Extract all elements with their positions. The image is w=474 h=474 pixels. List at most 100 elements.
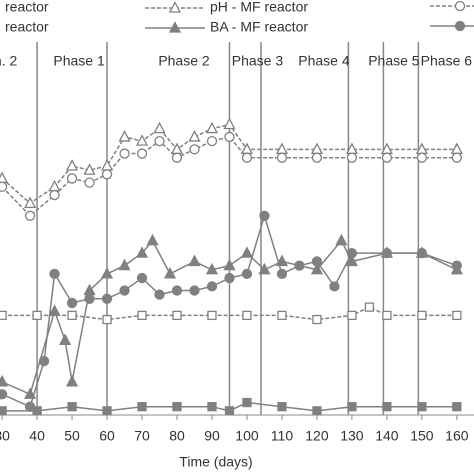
point — [450, 142, 463, 155]
x-tick-label: 70 — [134, 428, 150, 444]
x-tick-label: 110 — [271, 428, 294, 444]
point — [172, 402, 182, 412]
point — [135, 246, 149, 258]
point — [102, 314, 112, 325]
point — [241, 152, 253, 163]
point — [171, 285, 183, 296]
point — [223, 258, 236, 271]
legend-label: reactor — [5, 19, 49, 35]
point — [66, 173, 78, 184]
point — [276, 268, 288, 280]
legend-marker — [168, 21, 182, 33]
phase-label: Phase 5 — [368, 53, 420, 69]
point — [347, 402, 357, 412]
point — [189, 144, 200, 155]
point — [382, 402, 392, 412]
point — [100, 267, 114, 279]
series — [0, 302, 462, 325]
point — [118, 258, 131, 271]
point — [0, 389, 8, 400]
point — [24, 196, 37, 208]
point — [223, 117, 236, 130]
point — [381, 247, 393, 259]
point — [137, 310, 147, 321]
legend-bg — [0, 0, 70, 17]
point — [205, 262, 219, 275]
point — [172, 310, 182, 321]
series — [0, 397, 462, 416]
legend-marker — [454, 20, 466, 32]
point — [100, 159, 114, 171]
point — [258, 262, 271, 275]
point — [347, 310, 357, 321]
point — [67, 310, 77, 321]
point — [242, 397, 252, 408]
point — [312, 406, 322, 416]
point — [49, 268, 60, 280]
point — [24, 387, 37, 399]
point — [205, 121, 219, 134]
legend-label: reactor — [5, 0, 49, 15]
phase-label: Phase 6 — [421, 53, 473, 69]
x-tick-label: 90 — [204, 428, 220, 444]
point — [163, 267, 177, 279]
point — [311, 152, 323, 163]
point — [84, 177, 95, 188]
x-tick-label: 50 — [64, 428, 80, 444]
x-axis-label: Time (days) — [179, 454, 252, 470]
point — [312, 314, 322, 325]
point — [66, 297, 78, 309]
point — [294, 260, 305, 271]
point — [65, 159, 79, 171]
series-line — [2, 306, 457, 321]
point — [137, 402, 147, 412]
point — [335, 233, 348, 246]
point — [58, 333, 72, 345]
phase-label: Phase 3 — [232, 53, 284, 69]
point — [118, 130, 131, 142]
point — [382, 310, 392, 321]
point — [171, 152, 183, 163]
point — [206, 281, 218, 292]
legend-label: BA - MF reactor — [210, 19, 308, 35]
x-tick-label: 80 — [169, 428, 185, 444]
point — [38, 355, 50, 367]
point — [329, 281, 340, 292]
point — [451, 260, 463, 271]
series — [0, 233, 463, 399]
point — [277, 402, 287, 412]
point — [0, 310, 7, 321]
point — [259, 210, 270, 221]
x-tick-label: 60 — [99, 428, 115, 444]
point — [135, 134, 149, 146]
x-tick-label: 30 — [0, 428, 10, 444]
point — [346, 247, 358, 259]
x-tick-label: 130 — [340, 428, 364, 444]
point — [154, 135, 165, 147]
x-tick-label: 140 — [375, 428, 399, 444]
point — [153, 121, 166, 134]
series — [0, 210, 463, 412]
phase-label: n. 2 — [0, 53, 17, 69]
point — [0, 374, 9, 387]
point — [240, 246, 254, 258]
point — [136, 272, 148, 284]
point — [224, 131, 235, 143]
phase-label: Phase 2 — [158, 53, 210, 69]
point — [242, 310, 252, 321]
point — [32, 310, 42, 321]
point — [101, 293, 113, 304]
point — [417, 402, 427, 412]
point — [136, 148, 148, 159]
point — [345, 254, 358, 267]
point — [119, 148, 130, 159]
x-tick-label: 160 — [445, 428, 469, 444]
point — [102, 406, 112, 416]
legend-bg — [430, 0, 474, 15]
point — [416, 247, 428, 259]
point — [0, 171, 9, 184]
point — [0, 181, 8, 192]
point — [146, 233, 159, 246]
point — [84, 293, 95, 304]
